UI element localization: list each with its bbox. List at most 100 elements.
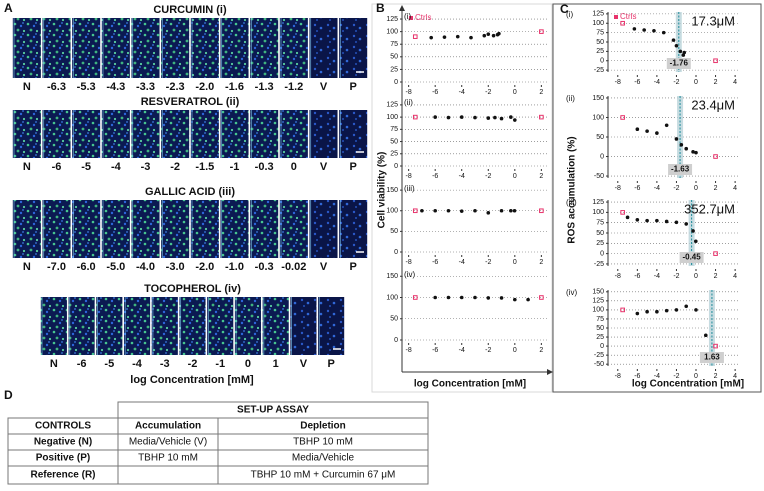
x-tick-label: 2: [539, 259, 543, 266]
x-tick-label: 0: [694, 185, 698, 192]
data-point: [459, 209, 464, 213]
data-point: [664, 308, 669, 313]
data-point: [661, 30, 666, 35]
y-tick-label: 0: [394, 79, 398, 86]
y-tick-label: 50: [596, 39, 604, 46]
x-axis-label: log Concentration [mM]: [414, 379, 526, 390]
panel-letter: A: [4, 1, 13, 15]
x-tick-label: 2: [539, 173, 543, 180]
data-point: [655, 131, 659, 135]
table-text: TBHP 10 mM + Curcumin 67 μM: [251, 470, 396, 481]
data-point: [635, 127, 640, 131]
y-tick-label: 150: [386, 187, 398, 194]
control-point: [539, 208, 544, 214]
image-label: -1.0: [225, 261, 244, 273]
y-tick-label: 0: [600, 58, 604, 65]
micrograph: [101, 200, 130, 258]
image-label: N: [23, 161, 31, 173]
ic50-label: -1.63: [671, 165, 690, 174]
micrograph: [220, 200, 249, 258]
table-text: TBHP 10 mM: [293, 437, 353, 448]
y-tick-label: 75: [596, 316, 604, 323]
micrograph: [220, 110, 249, 158]
y-tick-label: 25: [596, 334, 604, 341]
micrograph: [68, 297, 95, 355]
y-tick-label: 125: [592, 199, 604, 206]
table-text: Reference (R): [30, 470, 95, 481]
data-point: [433, 295, 437, 300]
image-label: N: [23, 261, 31, 273]
y-tick-label: 125: [592, 298, 604, 305]
data-point: [512, 208, 517, 213]
micrograph: [234, 297, 262, 355]
y-tick-label: 125: [386, 102, 398, 109]
data-point: [482, 33, 487, 38]
y-axis-label: Cell viability (%): [377, 152, 388, 229]
image-label: -6: [52, 161, 62, 173]
x-tick-label: -2: [485, 259, 491, 266]
legend-label: Ctrls: [415, 13, 431, 22]
micrograph: [279, 110, 308, 158]
data-point: [442, 35, 447, 39]
image-label: -0.3: [255, 261, 274, 273]
image-label: -0.3: [255, 161, 274, 173]
x-tick-label: -2: [485, 89, 491, 96]
chart-tag: (iv): [566, 288, 577, 297]
image-label: -5: [104, 358, 114, 370]
y-tick-label: 0: [600, 343, 604, 350]
y-tick-label: 125: [592, 11, 604, 18]
y-tick-label: 75: [390, 41, 398, 48]
x-tick-label: -8: [615, 373, 621, 380]
image-label: V: [300, 358, 308, 370]
image-label: -5: [81, 161, 91, 173]
panel-letter: B: [376, 1, 385, 15]
x-tick-label: -4: [459, 259, 465, 266]
data-point: [674, 43, 679, 48]
image-label: -4.0: [136, 261, 155, 273]
micrograph: [290, 297, 317, 355]
table-text: Media/Vehicle (V): [129, 437, 207, 448]
data-point: [469, 35, 473, 40]
image-label: P: [349, 261, 356, 273]
micrograph: [250, 18, 279, 78]
x-tick-label: 2: [539, 89, 543, 96]
micrograph: [279, 200, 308, 258]
y-axis-label: ROS accumulation (%): [567, 136, 578, 243]
x-tick-label: -2: [673, 79, 679, 86]
control-point: [539, 295, 544, 300]
table-header: Depletion: [300, 421, 346, 432]
data-point: [446, 208, 451, 213]
data-point: [446, 115, 451, 120]
data-point: [691, 150, 695, 154]
micrograph: [72, 18, 101, 78]
micrograph: [72, 200, 101, 258]
chart-tag: (i): [566, 10, 573, 19]
ic50-box: [668, 164, 693, 175]
control-point: [713, 251, 718, 256]
y-tick-label: -50: [594, 173, 604, 180]
y-tick-label: 100: [386, 28, 398, 35]
x-tick-label: 4: [733, 185, 737, 192]
data-point: [664, 123, 669, 128]
table-text: Negative (N): [34, 437, 92, 448]
control-point: [620, 115, 625, 120]
data-point: [694, 308, 698, 312]
row-title: RESVERATROL (ii): [141, 96, 240, 108]
data-point: [691, 229, 695, 233]
legend-marker: [409, 16, 413, 20]
micrograph: [309, 110, 338, 158]
micrograph: [40, 297, 67, 355]
legend-marker: [614, 15, 618, 19]
micrograph: [42, 200, 71, 258]
chart-tag: (ii): [566, 94, 575, 103]
image-label: -1: [215, 358, 225, 370]
y-tick-label: 100: [386, 208, 398, 215]
micrograph: [42, 110, 71, 158]
ic50-box: [699, 352, 724, 363]
table-header: Accumulation: [135, 421, 201, 432]
image-label: -2: [170, 161, 180, 173]
data-point: [684, 146, 689, 151]
y-tick-label: 75: [596, 29, 604, 36]
micrograph: [250, 110, 279, 158]
image-label: V: [320, 161, 328, 173]
